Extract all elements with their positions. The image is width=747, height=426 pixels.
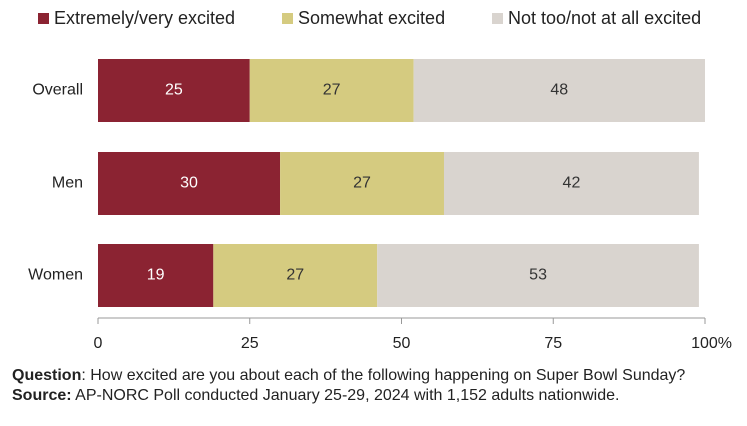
- question-text: : How excited are you about each of the …: [81, 367, 686, 384]
- bar-segment: [280, 152, 444, 215]
- legend-item: Not too/not at all excited: [492, 8, 701, 28]
- bar-segment: [213, 244, 378, 307]
- legend-label: Not too/not at all excited: [508, 8, 701, 28]
- category-label: Overall: [32, 82, 83, 99]
- bar-area: Overall 25 27 48 Men 30 27 42 Women 19 27 53: [28, 59, 705, 307]
- question-label: Question: [12, 367, 82, 384]
- x-tick-label: 100%: [691, 335, 732, 352]
- bar-value-label: 53: [529, 267, 547, 284]
- x-tick-label: 50: [393, 335, 411, 352]
- bar-segment: [98, 59, 250, 122]
- bar-value-label: 19: [147, 267, 165, 284]
- x-tick-label: 0: [94, 335, 103, 352]
- bar-segment: [413, 59, 705, 122]
- source-text: AP-NORC Poll conducted January 25-29, 20…: [71, 387, 620, 404]
- source-label: Source:: [12, 387, 72, 404]
- legend-swatch: [282, 13, 293, 24]
- legend-item: Extremely/very excited: [38, 8, 235, 28]
- x-tick-label: 25: [241, 335, 259, 352]
- bar-value-label: 27: [353, 175, 371, 192]
- x-axis: 0 25 50 75 100%: [94, 317, 732, 352]
- legend-swatch: [38, 13, 49, 24]
- bar-value-label: 27: [323, 82, 341, 99]
- bar-value-label: 48: [550, 82, 568, 99]
- bar-segment: [377, 244, 699, 307]
- legend-swatch: [492, 13, 503, 24]
- bar-value-label: 30: [180, 175, 198, 192]
- bar-segment: [98, 152, 281, 215]
- stacked-bar-chart: Extremely/very excited Somewhat excited No…: [28, 8, 732, 352]
- bar-value-label: 25: [165, 82, 183, 99]
- question-note: Question: How excited are you about each…: [12, 366, 739, 386]
- bar-value-label: 27: [286, 267, 304, 284]
- bar-segment: [249, 59, 414, 122]
- x-tick-label: 75: [544, 335, 562, 352]
- bar-segment: [98, 244, 214, 307]
- legend-item: Somewhat excited: [282, 8, 445, 28]
- legend-label: Extremely/very excited: [54, 8, 235, 28]
- source-note: Source: AP-NORC Poll conducted January 2…: [12, 386, 739, 406]
- bar-segment: [443, 152, 699, 215]
- category-label: Women: [28, 267, 83, 284]
- legend: Extremely/very excited Somewhat excited No…: [38, 8, 701, 28]
- bar-value-label: 42: [563, 175, 581, 192]
- chart-footer: Question: How excited are you about each…: [12, 366, 739, 406]
- category-label: Men: [52, 175, 83, 192]
- legend-label: Somewhat excited: [298, 8, 445, 28]
